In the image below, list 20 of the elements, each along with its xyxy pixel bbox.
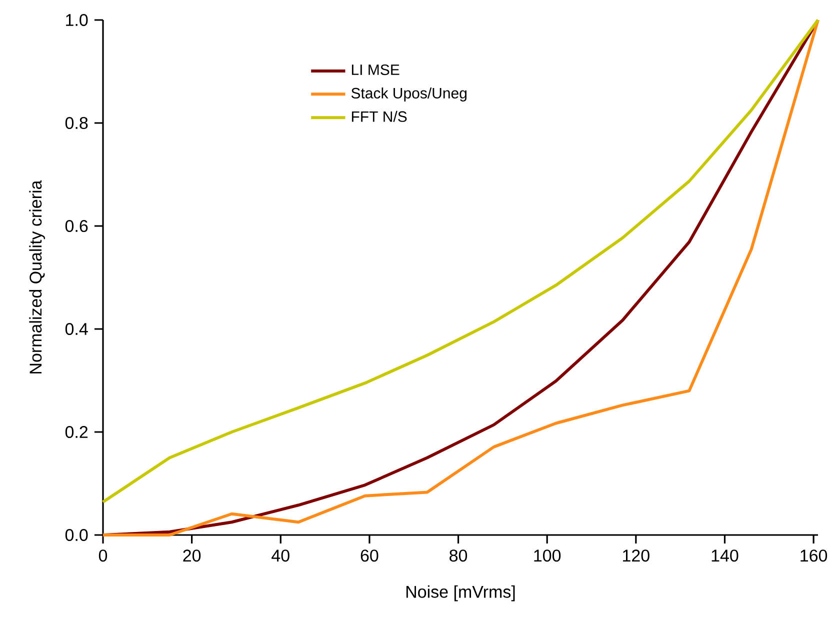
y-tick-label: 1.0 (66, 14, 88, 26)
x-tick-label: 120 (623, 550, 650, 562)
x-axis-title: Noise [mVrms] (406, 585, 515, 602)
y-axis-title: Normalized Quality crieria (29, 180, 46, 374)
y-tick-label: 0.6 (65, 220, 88, 232)
x-tick-label: 100 (534, 550, 561, 562)
x-tick-label: 20 (183, 550, 201, 562)
legend-label: LI MSE (352, 64, 400, 76)
x-tick-label: 0 (98, 550, 108, 562)
y-tick-label: 0.0 (65, 528, 88, 542)
y-tick-label: 0.2 (65, 426, 88, 438)
x-tick-label: 60 (360, 550, 378, 562)
x-tick-label: 140 (712, 550, 738, 562)
y-tick-label: 0.8 (65, 116, 88, 130)
x-tick-label: 80 (450, 550, 468, 562)
x-tick-label: 160 (800, 550, 828, 562)
y-tick-label: 0.4 (65, 323, 88, 336)
legend-label: Stack Upos/Uneg (351, 87, 466, 102)
legend-label: FFT N/S (352, 110, 407, 122)
x-tick-label: 40 (272, 550, 290, 562)
